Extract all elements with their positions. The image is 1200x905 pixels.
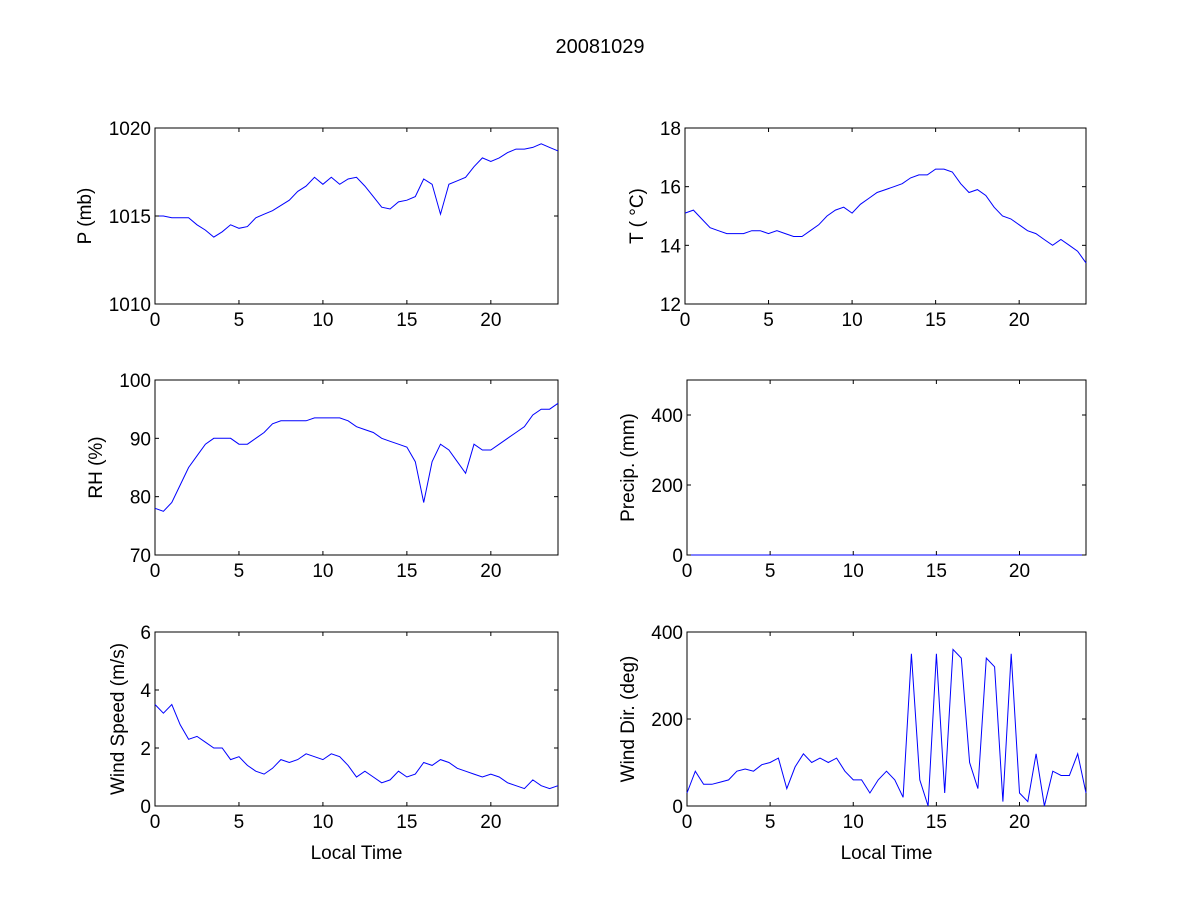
x-tick-label: 10 — [312, 310, 333, 331]
x-tick-label: 0 — [680, 310, 691, 331]
x-tick-label: 0 — [150, 310, 161, 331]
data-line-relative-humidity — [154, 402, 559, 512]
x-tick-label: 20 — [480, 310, 501, 331]
y-tick-label: 1010 — [109, 295, 151, 316]
axes-box — [154, 379, 559, 556]
y-tick-label: 1020 — [109, 119, 151, 140]
y-tick-label: 16 — [660, 178, 681, 199]
x-tick-label: 0 — [150, 812, 161, 833]
x-tick-label: 10 — [843, 812, 864, 833]
x-axis-label: Local Time — [311, 843, 403, 864]
axes-box — [686, 379, 1087, 556]
y-tick-label: 2 — [140, 739, 151, 760]
x-tick-label: 15 — [925, 310, 946, 331]
subplot-wind-speed: 0 5 10 15 20 0 2 4 6 Wind Speed (m/s) Local Time — [108, 623, 559, 864]
data-line-temperature — [684, 168, 1087, 264]
x-tick-label: 5 — [234, 812, 245, 833]
x-tick-label: 20 — [480, 812, 501, 833]
x-tick-label: 20 — [480, 561, 501, 582]
x-tick-label: 15 — [926, 812, 947, 833]
x-tick-label: 15 — [396, 561, 417, 582]
axes-box — [684, 127, 1087, 305]
x-tick-label: 5 — [765, 812, 776, 833]
x-tick-label: 20 — [1009, 812, 1030, 833]
y-tick-label: 90 — [130, 429, 151, 450]
x-tick-label: 10 — [843, 561, 864, 582]
y-tick-label: 12 — [660, 295, 681, 316]
figure-title: 20081029 — [556, 36, 645, 58]
y-tick-label: 18 — [660, 119, 681, 140]
y-tick-label: 70 — [130, 546, 151, 567]
axes-box — [154, 127, 559, 305]
x-tick-label: 0 — [682, 812, 693, 833]
x-tick-label: 15 — [396, 310, 417, 331]
axes-box — [154, 631, 559, 807]
y-axis-label: P (mb) — [75, 188, 96, 245]
y-tick-label: 200 — [651, 476, 683, 497]
y-tick-label: 14 — [660, 236, 682, 257]
x-tick-label: 5 — [765, 561, 776, 582]
x-tick-label: 10 — [842, 310, 863, 331]
x-tick-label: 20 — [1009, 310, 1030, 331]
y-tick-label: 200 — [651, 710, 683, 731]
x-tick-label: 0 — [682, 561, 693, 582]
y-tick-label: 6 — [140, 623, 151, 644]
y-tick-label: 400 — [651, 623, 683, 644]
y-tick-label: 1015 — [109, 207, 151, 228]
y-tick-label: 0 — [140, 797, 151, 818]
y-axis-label: Wind Speed (m/s) — [108, 643, 129, 795]
subplot-relative-humidity: 0 5 10 15 20 70 80 90 100 RH (%) — [86, 371, 559, 582]
data-line-wind-direction — [686, 648, 1087, 807]
y-tick-label: 4 — [140, 681, 151, 702]
y-axis-label: Precip. (mm) — [618, 413, 639, 522]
y-tick-label: 80 — [130, 488, 151, 509]
subplot-temperature: 0 5 10 15 20 12 14 16 18 T ( °C) — [627, 119, 1087, 331]
x-tick-label: 10 — [312, 812, 333, 833]
y-tick-label: 100 — [119, 371, 151, 392]
data-line-pressure — [155, 143, 559, 238]
x-tick-label: 15 — [396, 812, 417, 833]
x-tick-label: 5 — [763, 310, 774, 331]
y-tick-label: 400 — [651, 406, 683, 427]
x-tick-label: 5 — [234, 310, 245, 331]
y-axis-label: RH (%) — [86, 436, 107, 498]
y-tick-label: 0 — [672, 546, 683, 567]
x-tick-label: 5 — [234, 561, 245, 582]
axes-box — [686, 631, 1087, 807]
x-axis-label: Local Time — [841, 843, 933, 864]
data-line-wind-speed — [154, 703, 559, 790]
y-axis-label: Wind Dir. (deg) — [618, 656, 639, 783]
x-tick-label: 10 — [312, 561, 333, 582]
y-tick-label: 0 — [672, 797, 683, 818]
x-tick-label: 0 — [150, 561, 161, 582]
x-tick-label: 15 — [926, 561, 947, 582]
y-axis-label: T ( °C) — [627, 188, 648, 244]
x-tick-label: 20 — [1009, 561, 1030, 582]
